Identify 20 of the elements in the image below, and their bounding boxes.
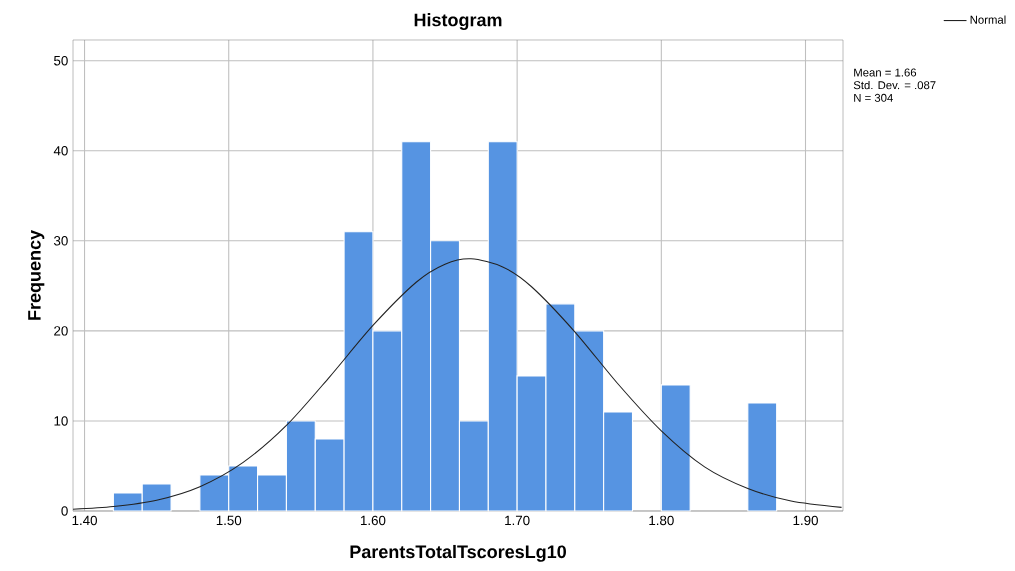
y-tick-label: 50: [54, 55, 68, 66]
y-tick-label: 0: [61, 506, 68, 516]
y-tick-label: 10: [54, 416, 68, 426]
x-tick-label: 1.70: [505, 515, 530, 526]
text: Mean = 1.66: [854, 68, 917, 77]
text: N = 304: [854, 93, 893, 102]
legend-label: Normal: [970, 15, 1006, 24]
x-tick-label: 1.50: [216, 515, 242, 526]
x-tick-label: 1.80: [649, 515, 674, 526]
y-tick-label: 20: [54, 326, 68, 336]
y-axis-title: Frequency: [28, 230, 45, 320]
x-tick-label: 1.40: [72, 515, 97, 526]
x-axis-title: ParentsTotalTscoresLg10: [350, 544, 566, 562]
text: Std. Dev. = .087: [853, 80, 936, 90]
y-tick-label: 40: [53, 146, 68, 156]
x-tick-label: 1.90: [793, 515, 818, 526]
line-series: [72, 258, 843, 510]
x-tick-label: 1.60: [360, 515, 386, 526]
chart-title: Histogram: [414, 13, 502, 30]
y-tick-label: 30: [53, 236, 68, 246]
